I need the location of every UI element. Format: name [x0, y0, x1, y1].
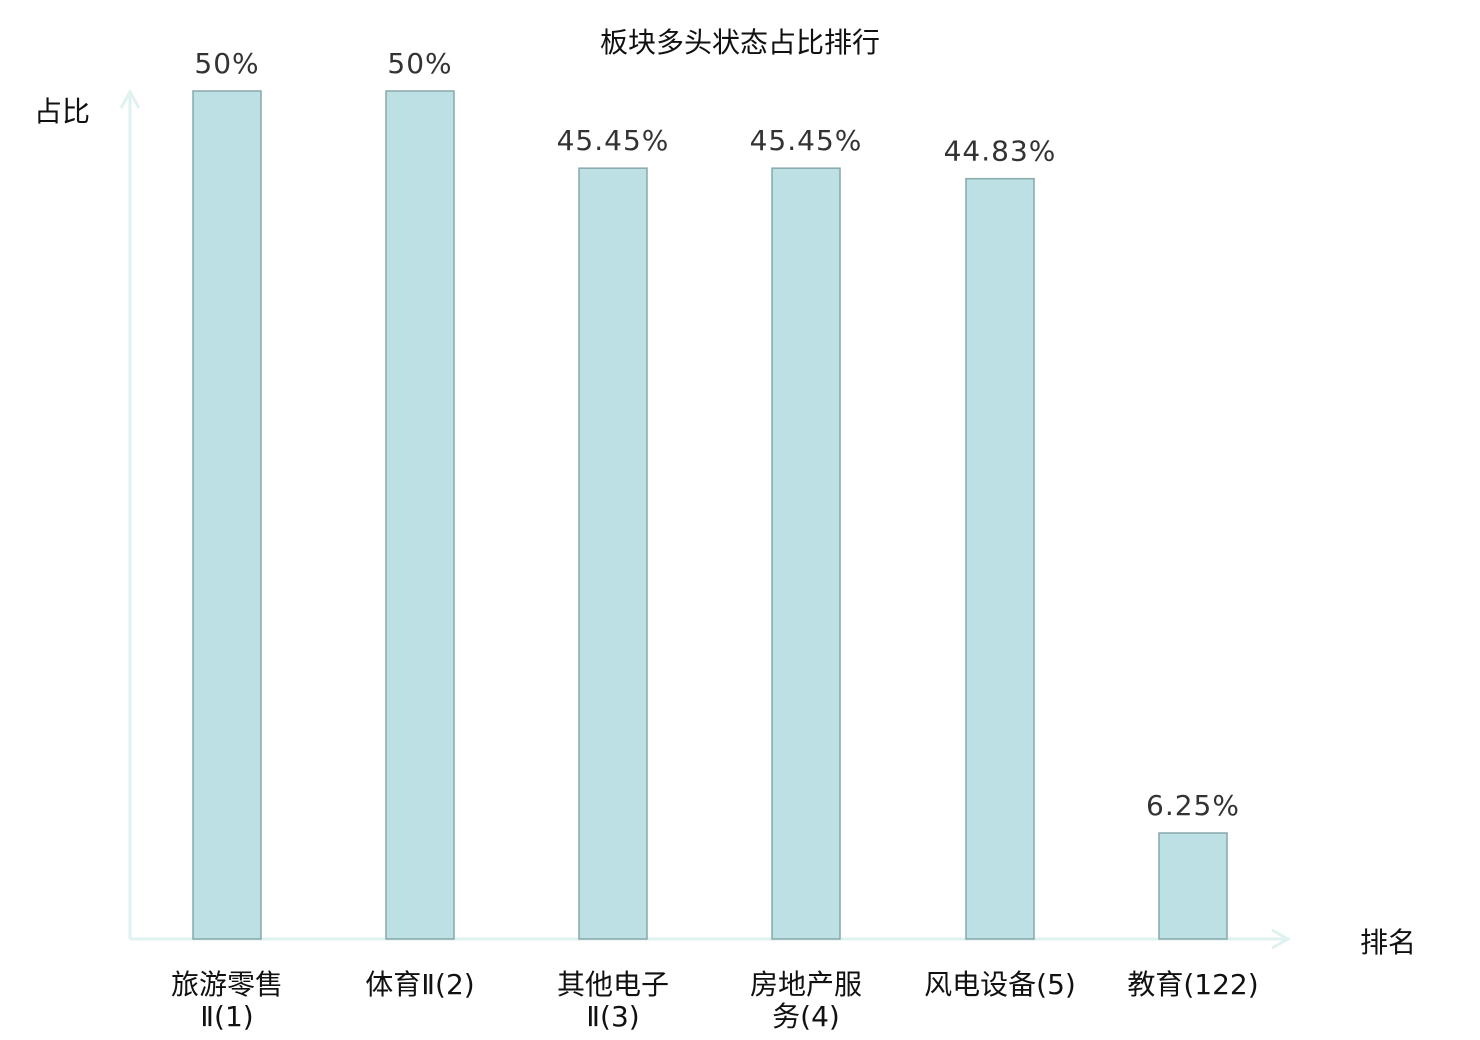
x-tick-label-line: 风电设备(5): [924, 968, 1076, 1001]
data-label: 44.83%: [944, 135, 1057, 168]
bar: [385, 90, 455, 940]
y-axis-arrow-icon: [119, 88, 141, 109]
x-tick-label-line: 务(4): [772, 1000, 840, 1033]
x-tick-label-line: 教育(122): [1127, 968, 1258, 1001]
axes: [119, 88, 1292, 950]
bars: 50% 旅游零售 Ⅱ(1) 50% 体育Ⅱ(2) 45.45% 其他电子 Ⅱ(3) 45.45%…: [171, 47, 1259, 1033]
x-tick-label-line: 体育Ⅱ(2): [365, 968, 474, 1001]
chart-title: 板块多头状态占比排行: [600, 26, 880, 59]
x-tick-label: 其他电子 Ⅱ(3): [557, 968, 669, 1033]
bar: [192, 90, 262, 940]
bar: [578, 167, 648, 940]
data-label: 6.25%: [1146, 789, 1240, 822]
y-axis-label: 占比: [34, 95, 90, 128]
x-tick-label: 旅游零售 Ⅱ(1): [171, 968, 283, 1033]
data-label: 50%: [387, 47, 452, 80]
data-label: 45.45%: [557, 124, 670, 157]
x-tick-label-line: 旅游零售: [171, 968, 283, 1001]
x-tick-label: 教育(122): [1127, 968, 1258, 1001]
x-tick-label-line: Ⅱ(1): [200, 1000, 253, 1033]
x-tick-label-line: Ⅱ(3): [586, 1000, 639, 1033]
bar: [771, 167, 841, 940]
x-axis-label: 排名: [1360, 926, 1416, 959]
x-tick-label-line: 其他电子: [557, 968, 669, 1001]
bar: [1158, 832, 1228, 940]
bar: [965, 177, 1035, 940]
data-label: 45.45%: [750, 124, 863, 157]
x-axis-arrow-icon: [1271, 928, 1292, 950]
data-label: 50%: [194, 47, 259, 80]
x-tick-label: 风电设备(5): [924, 968, 1076, 1001]
x-tick-label: 房地产服务(4): [750, 968, 862, 1033]
x-tick-label: 体育Ⅱ(2): [365, 968, 474, 1001]
x-tick-label-line: 房地产服: [750, 968, 862, 1001]
